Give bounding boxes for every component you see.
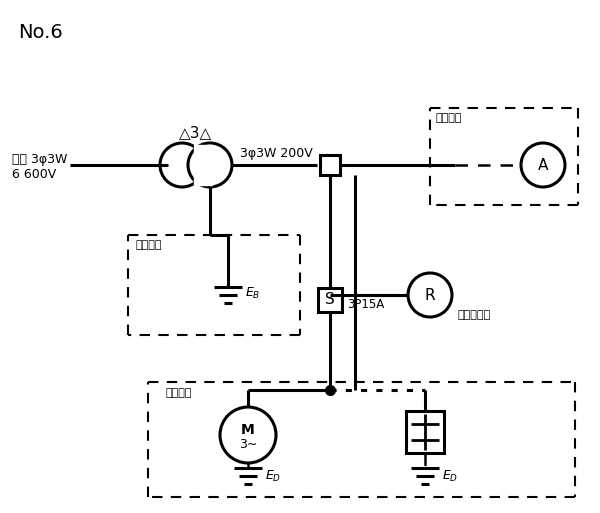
Text: 3φ3W 200V: 3φ3W 200V [240, 147, 313, 160]
Text: 電源 3φ3W: 電源 3φ3W [12, 153, 67, 167]
Bar [406, 411, 444, 453]
Text: 施工省略: 施工省略 [135, 240, 161, 250]
Text: R: R [425, 287, 436, 303]
Text: $E_B$: $E_B$ [245, 285, 260, 301]
Text: 施工省略: 施工省略 [165, 388, 191, 398]
Text: 運転表示灯: 運転表示灯 [457, 310, 490, 320]
Text: $E_D$: $E_D$ [442, 468, 458, 484]
Text: 施工省略: 施工省略 [435, 113, 461, 123]
Bar [318, 288, 342, 312]
Text: 6 600V: 6 600V [12, 168, 56, 182]
Text: 3∼: 3∼ [239, 438, 257, 450]
Text: 3P15A: 3P15A [347, 299, 384, 311]
Bar [320, 155, 340, 175]
Text: △3△: △3△ [179, 126, 212, 141]
Text: S: S [325, 292, 335, 307]
Bar [194, 145, 212, 185]
Text: A: A [538, 157, 548, 172]
Text: $E_D$: $E_D$ [265, 468, 281, 484]
Text: M: M [241, 423, 255, 437]
Text: No.6: No.6 [18, 23, 63, 42]
